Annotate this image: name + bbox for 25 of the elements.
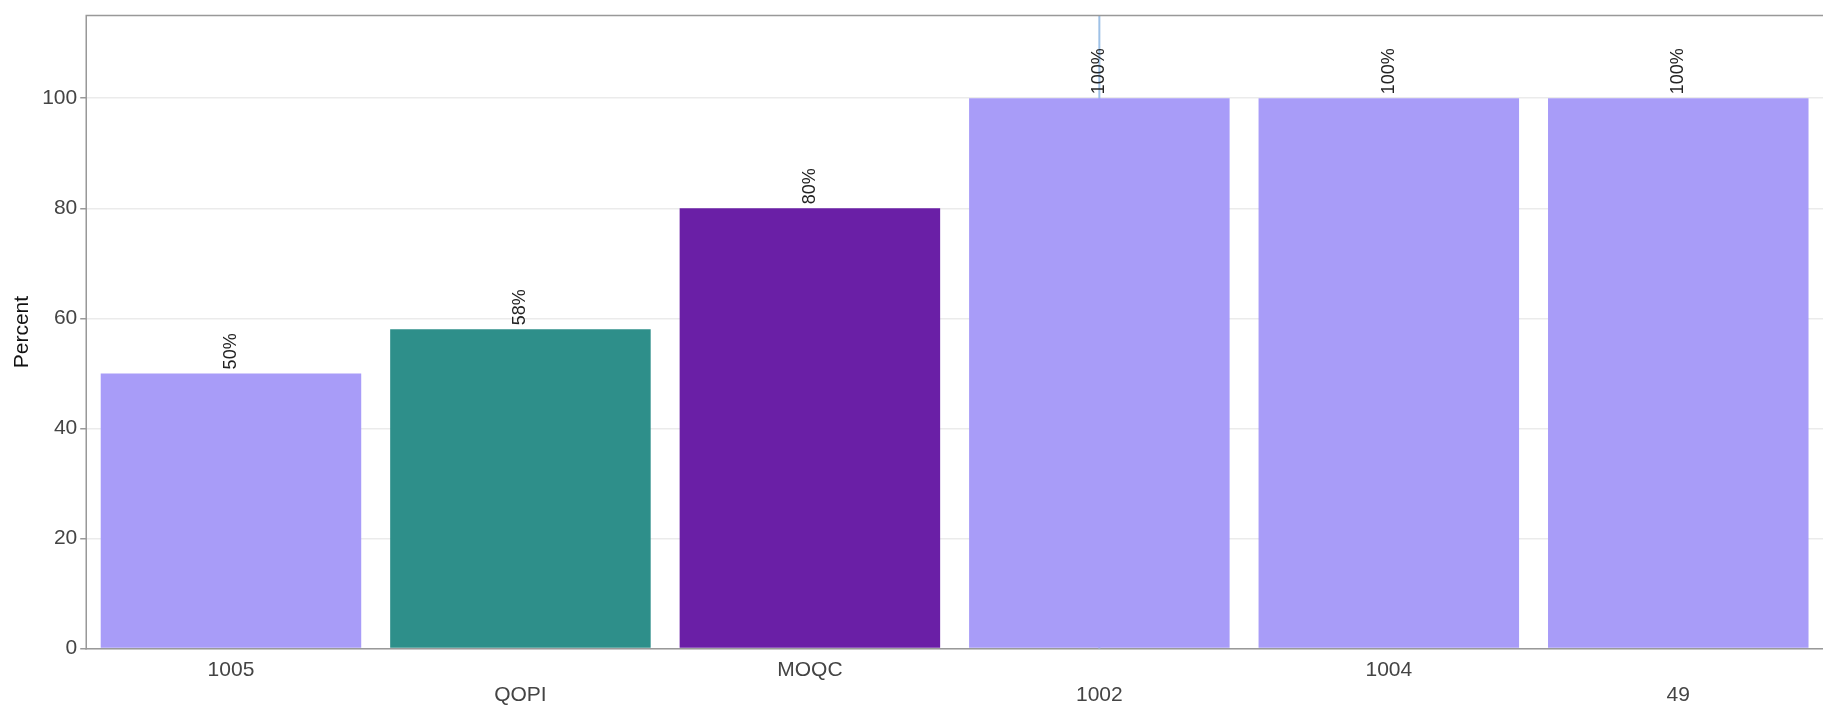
data-label: 100% <box>1667 48 1688 95</box>
y-tick-label: 20 <box>53 525 78 549</box>
y-tick-label: 60 <box>53 305 78 329</box>
x-tick-label: 1004 <box>1365 657 1413 680</box>
data-label: 100% <box>1088 48 1109 95</box>
y-axis-title: Percent <box>9 295 33 369</box>
bar <box>1548 98 1809 648</box>
x-tick-label: MOQC <box>777 657 843 680</box>
data-label: 58% <box>509 289 530 326</box>
x-tick-label: 49 <box>1666 682 1690 706</box>
bar <box>1258 98 1520 648</box>
x-tick-label: QOPI <box>494 682 547 706</box>
bar <box>969 98 1230 648</box>
bar <box>100 373 362 648</box>
bar <box>390 329 651 648</box>
data-label: 100% <box>1377 48 1398 95</box>
x-tick-label: 1005 <box>207 657 255 680</box>
y-tick-label: 100 <box>42 84 78 108</box>
y-tick-label: 40 <box>53 415 78 439</box>
y-tick-label: 80 <box>53 195 78 219</box>
y-tick-label: 0 <box>65 635 78 659</box>
data-label: 80% <box>798 168 819 205</box>
bar <box>679 208 941 648</box>
x-tick-label: 1002 <box>1075 682 1123 706</box>
data-label: 50% <box>219 333 240 370</box>
